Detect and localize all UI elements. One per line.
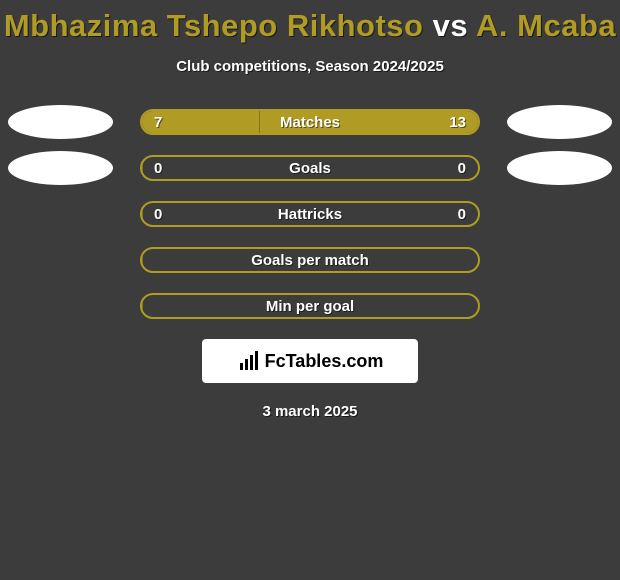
stat-bar-left-fill: [142, 203, 143, 225]
stat-value-left: 0: [154, 203, 162, 225]
stat-label: Min per goal: [142, 295, 478, 317]
stat-bar-left-fill: [142, 249, 143, 271]
stat-row: Goals per match: [0, 247, 620, 273]
stat-bar: Hattricks0 0: [140, 201, 480, 227]
subtitle: Club competitions, Season 2024/2025: [176, 58, 444, 75]
logo-text: FcTables.com: [265, 351, 384, 372]
stat-label: Goals per match: [142, 249, 478, 271]
stat-bar-left-fill: [142, 295, 143, 317]
date-text: 3 march 2025: [262, 403, 357, 420]
stat-bar: Min per goal: [140, 293, 480, 319]
content: Mbhazima Tshepo Rikhotso vs A. Mcaba Clu…: [0, 0, 620, 580]
player-left-avatar: [8, 151, 113, 185]
stat-row: Min per goal: [0, 293, 620, 319]
stat-row: Matches713: [0, 109, 620, 135]
stat-row: Hattricks0 0: [0, 201, 620, 227]
title-player2: A. Mcaba: [476, 8, 616, 43]
player-left-avatar: [8, 105, 113, 139]
stat-bar-right-fill: [260, 111, 478, 133]
stat-label: Hattricks: [142, 203, 478, 225]
stat-bar: Matches713: [140, 109, 480, 135]
title-player1: Mbhazima Tshepo Rikhotso: [4, 8, 424, 43]
player-right-avatar: [507, 105, 612, 139]
stat-rows: Matches713Goals00Hattricks00Goals per ma…: [0, 109, 620, 319]
stat-value-left: 0: [154, 157, 162, 179]
stat-bar: Goals0 0: [140, 155, 480, 181]
title-vs: vs: [423, 8, 476, 43]
logo-box[interactable]: FcTables.com: [202, 339, 418, 383]
stat-value-right: 0: [458, 157, 466, 179]
stat-value-right: 0: [458, 203, 466, 225]
stat-bar: Goals per match: [140, 247, 480, 273]
stat-row: Goals0 0: [0, 155, 620, 181]
bar-chart-icon: [237, 349, 261, 373]
page-title: Mbhazima Tshepo Rikhotso vs A. Mcaba: [4, 8, 616, 44]
player-right-avatar: [507, 151, 612, 185]
stat-bar-left-fill: [142, 111, 260, 133]
stat-label: Goals: [142, 157, 478, 179]
stat-bar-left-fill: [142, 157, 143, 179]
